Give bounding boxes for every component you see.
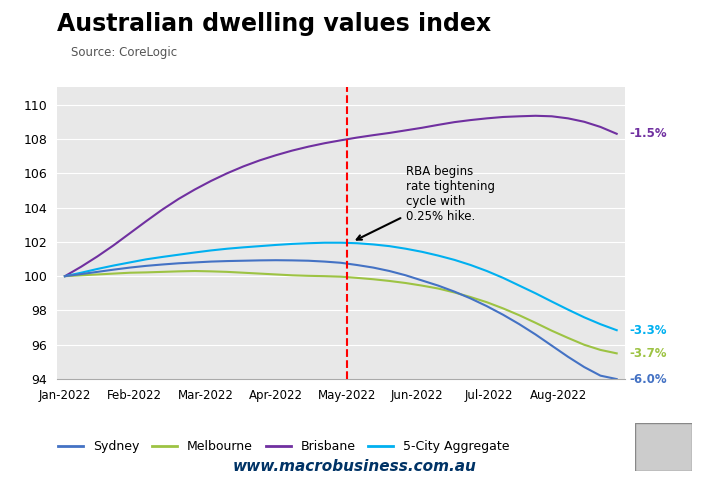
Text: Source: CoreLogic: Source: CoreLogic (71, 46, 177, 59)
Text: BUSINESS: BUSINESS (562, 54, 662, 72)
Text: -6.0%: -6.0% (630, 373, 667, 385)
Text: -3.3%: -3.3% (630, 324, 667, 337)
Text: -1.5%: -1.5% (630, 127, 667, 140)
Text: RBA begins
rate tightening
cycle with
0.25% hike.: RBA begins rate tightening cycle with 0.… (356, 165, 495, 240)
Text: -3.7%: -3.7% (630, 347, 667, 360)
Text: Australian dwelling values index: Australian dwelling values index (57, 12, 491, 36)
Legend: Sydney, Melbourne, Brisbane, 5-City Aggregate: Sydney, Melbourne, Brisbane, 5-City Aggr… (53, 435, 515, 458)
Text: www.macrobusiness.com.au: www.macrobusiness.com.au (233, 459, 477, 474)
Text: MACRO: MACRO (575, 26, 650, 44)
